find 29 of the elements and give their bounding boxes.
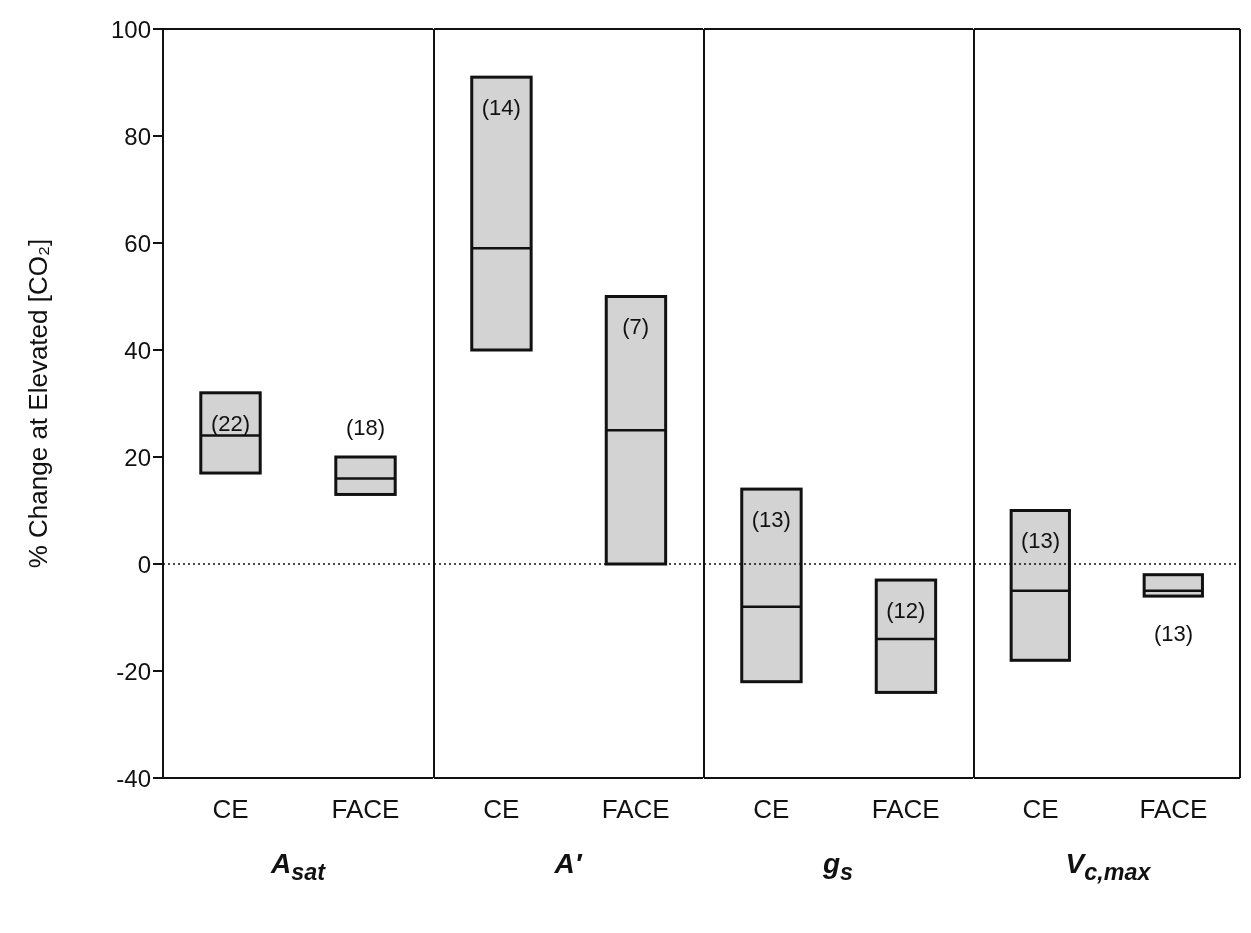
x-axis-title: A$_{sat}$ bbox=[269, 848, 327, 886]
x-tick-label: CE bbox=[212, 794, 249, 825]
y-tick-label: -20 bbox=[116, 657, 151, 685]
annotation: (22) bbox=[210, 410, 251, 436]
y-tick-label: 40 bbox=[124, 336, 151, 364]
x-tick-label: CE bbox=[1022, 794, 1059, 825]
y-tick-label: 80 bbox=[124, 122, 151, 150]
x-axis-title: g$_{s}$ bbox=[821, 848, 855, 886]
y-tick-label: 0 bbox=[137, 550, 151, 578]
annotation: (13) bbox=[1153, 621, 1194, 647]
x-axis-title: V$_{c,max}$ bbox=[1064, 848, 1152, 886]
y-tick-label: 100 bbox=[110, 15, 151, 43]
annotation: (14) bbox=[481, 94, 521, 120]
x-tick-label: FACE bbox=[601, 794, 670, 825]
annotation: (13) bbox=[1020, 528, 1061, 554]
x-axis-title: A′ bbox=[553, 848, 584, 880]
x-tick-label: FACE bbox=[1139, 794, 1208, 825]
x-tick-label: FACE bbox=[331, 794, 400, 825]
annotation: (18) bbox=[345, 414, 386, 440]
y-axis-title: % Change at Elevated [CO₂] bbox=[23, 238, 54, 569]
y-tick-label: -40 bbox=[116, 764, 151, 792]
annotation: (7) bbox=[622, 314, 650, 340]
y-tick-label: 60 bbox=[124, 229, 151, 257]
x-tick-label: CE bbox=[753, 794, 790, 825]
x-tick-label: CE bbox=[483, 794, 520, 825]
annotation: (12) bbox=[886, 597, 926, 623]
y-tick-label: 20 bbox=[124, 443, 151, 471]
annotation: (13) bbox=[751, 506, 791, 532]
x-tick-label: FACE bbox=[871, 794, 940, 825]
